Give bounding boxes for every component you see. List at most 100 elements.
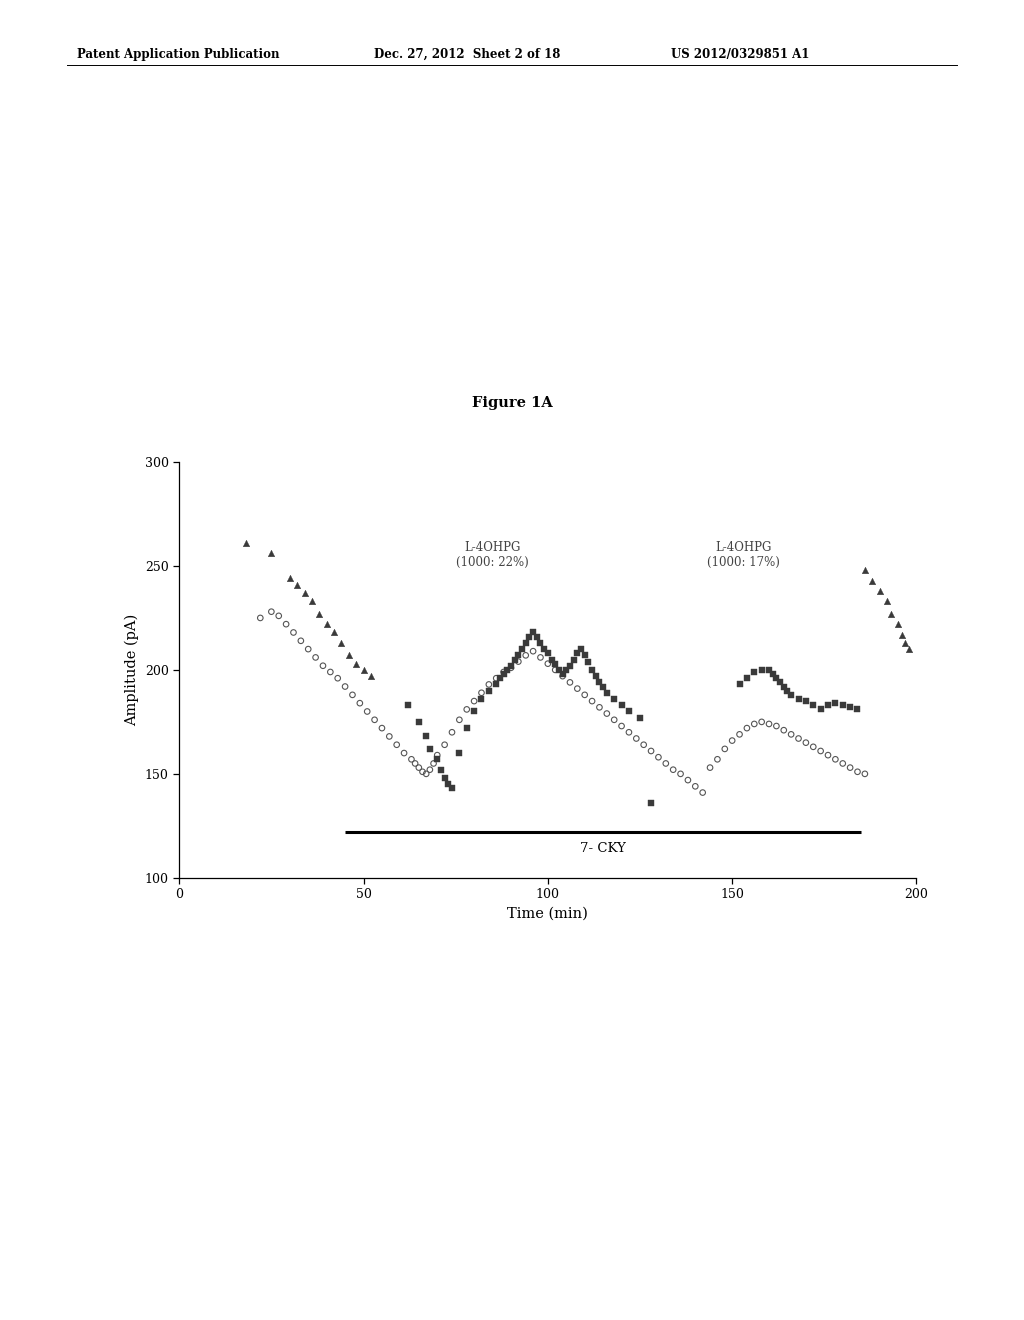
Point [798, 733, 814, 754]
Point [779, 680, 796, 701]
Point [418, 726, 434, 747]
Point [362, 665, 379, 686]
Point [525, 622, 542, 643]
Point [783, 684, 800, 705]
Point [591, 672, 607, 693]
Point [842, 697, 858, 718]
Point [407, 752, 423, 774]
Point [341, 644, 357, 665]
Point [805, 694, 821, 715]
Point [418, 763, 434, 784]
Point [388, 734, 404, 755]
Point [544, 649, 560, 671]
Point [731, 675, 748, 696]
Point [724, 730, 740, 751]
Text: L-4OHPG
(1000: 22%): L-4OHPG (1000: 22%) [456, 541, 529, 569]
Point [746, 661, 763, 682]
Point [337, 676, 353, 697]
Point [701, 758, 718, 779]
Point [894, 624, 910, 645]
Point [765, 664, 781, 685]
Point [584, 690, 600, 711]
Point [551, 660, 567, 681]
Point [359, 701, 376, 722]
Point [613, 694, 630, 715]
Point [415, 762, 431, 783]
Point [768, 715, 784, 737]
Point [746, 713, 763, 734]
Point [636, 734, 652, 755]
Point [293, 630, 309, 651]
Point [318, 614, 335, 635]
Point [588, 665, 604, 686]
Point [606, 689, 623, 710]
Point [496, 661, 512, 682]
Point [643, 741, 659, 762]
Point [547, 653, 563, 675]
Point [805, 737, 821, 758]
Point [443, 722, 460, 743]
Text: Dec. 27, 2012  Sheet 2 of 18: Dec. 27, 2012 Sheet 2 of 18 [374, 48, 560, 61]
Point [503, 655, 519, 676]
Point [650, 747, 667, 768]
Point [562, 672, 579, 693]
Point [842, 758, 858, 779]
Point [731, 723, 748, 744]
Point [411, 711, 427, 733]
Point [307, 647, 324, 668]
Point [532, 647, 549, 668]
Point [710, 748, 726, 770]
Point [289, 574, 305, 595]
Point [263, 601, 280, 622]
Point [558, 660, 574, 681]
Point [577, 684, 593, 705]
Point [263, 543, 280, 564]
Point [775, 676, 792, 697]
Point [738, 668, 755, 689]
Point [694, 781, 711, 803]
Point [473, 682, 489, 704]
Point [333, 632, 349, 653]
Point [330, 668, 346, 689]
Point [411, 758, 427, 779]
Point [673, 763, 689, 784]
Point [436, 734, 453, 755]
Point [480, 680, 497, 701]
Point [849, 762, 865, 783]
Point [514, 639, 530, 660]
Point [657, 752, 674, 774]
Point [517, 644, 534, 665]
Point [783, 723, 800, 744]
Point [496, 664, 512, 685]
Point [429, 744, 445, 766]
Point [425, 752, 441, 774]
Point [595, 676, 611, 697]
Point [687, 776, 703, 797]
Point [754, 711, 770, 733]
Point [452, 709, 468, 730]
Point [499, 660, 515, 681]
Point [282, 568, 298, 589]
Point [286, 622, 302, 643]
Point [680, 770, 696, 791]
Text: US 2012/0329851 A1: US 2012/0329851 A1 [671, 48, 809, 61]
Point [440, 774, 457, 795]
Point [466, 690, 482, 711]
Point [798, 690, 814, 711]
Point [613, 715, 630, 737]
Point [355, 660, 372, 681]
Point [761, 660, 777, 681]
Point [791, 689, 807, 710]
Point [459, 718, 475, 739]
Point [540, 653, 556, 675]
Point [311, 603, 328, 624]
Point [488, 675, 505, 696]
Point [857, 763, 873, 784]
Point [812, 741, 828, 762]
Point [820, 694, 837, 715]
Point [849, 698, 865, 719]
Point [835, 694, 851, 715]
Point [344, 684, 360, 705]
Point [565, 649, 582, 671]
Point [761, 713, 777, 734]
